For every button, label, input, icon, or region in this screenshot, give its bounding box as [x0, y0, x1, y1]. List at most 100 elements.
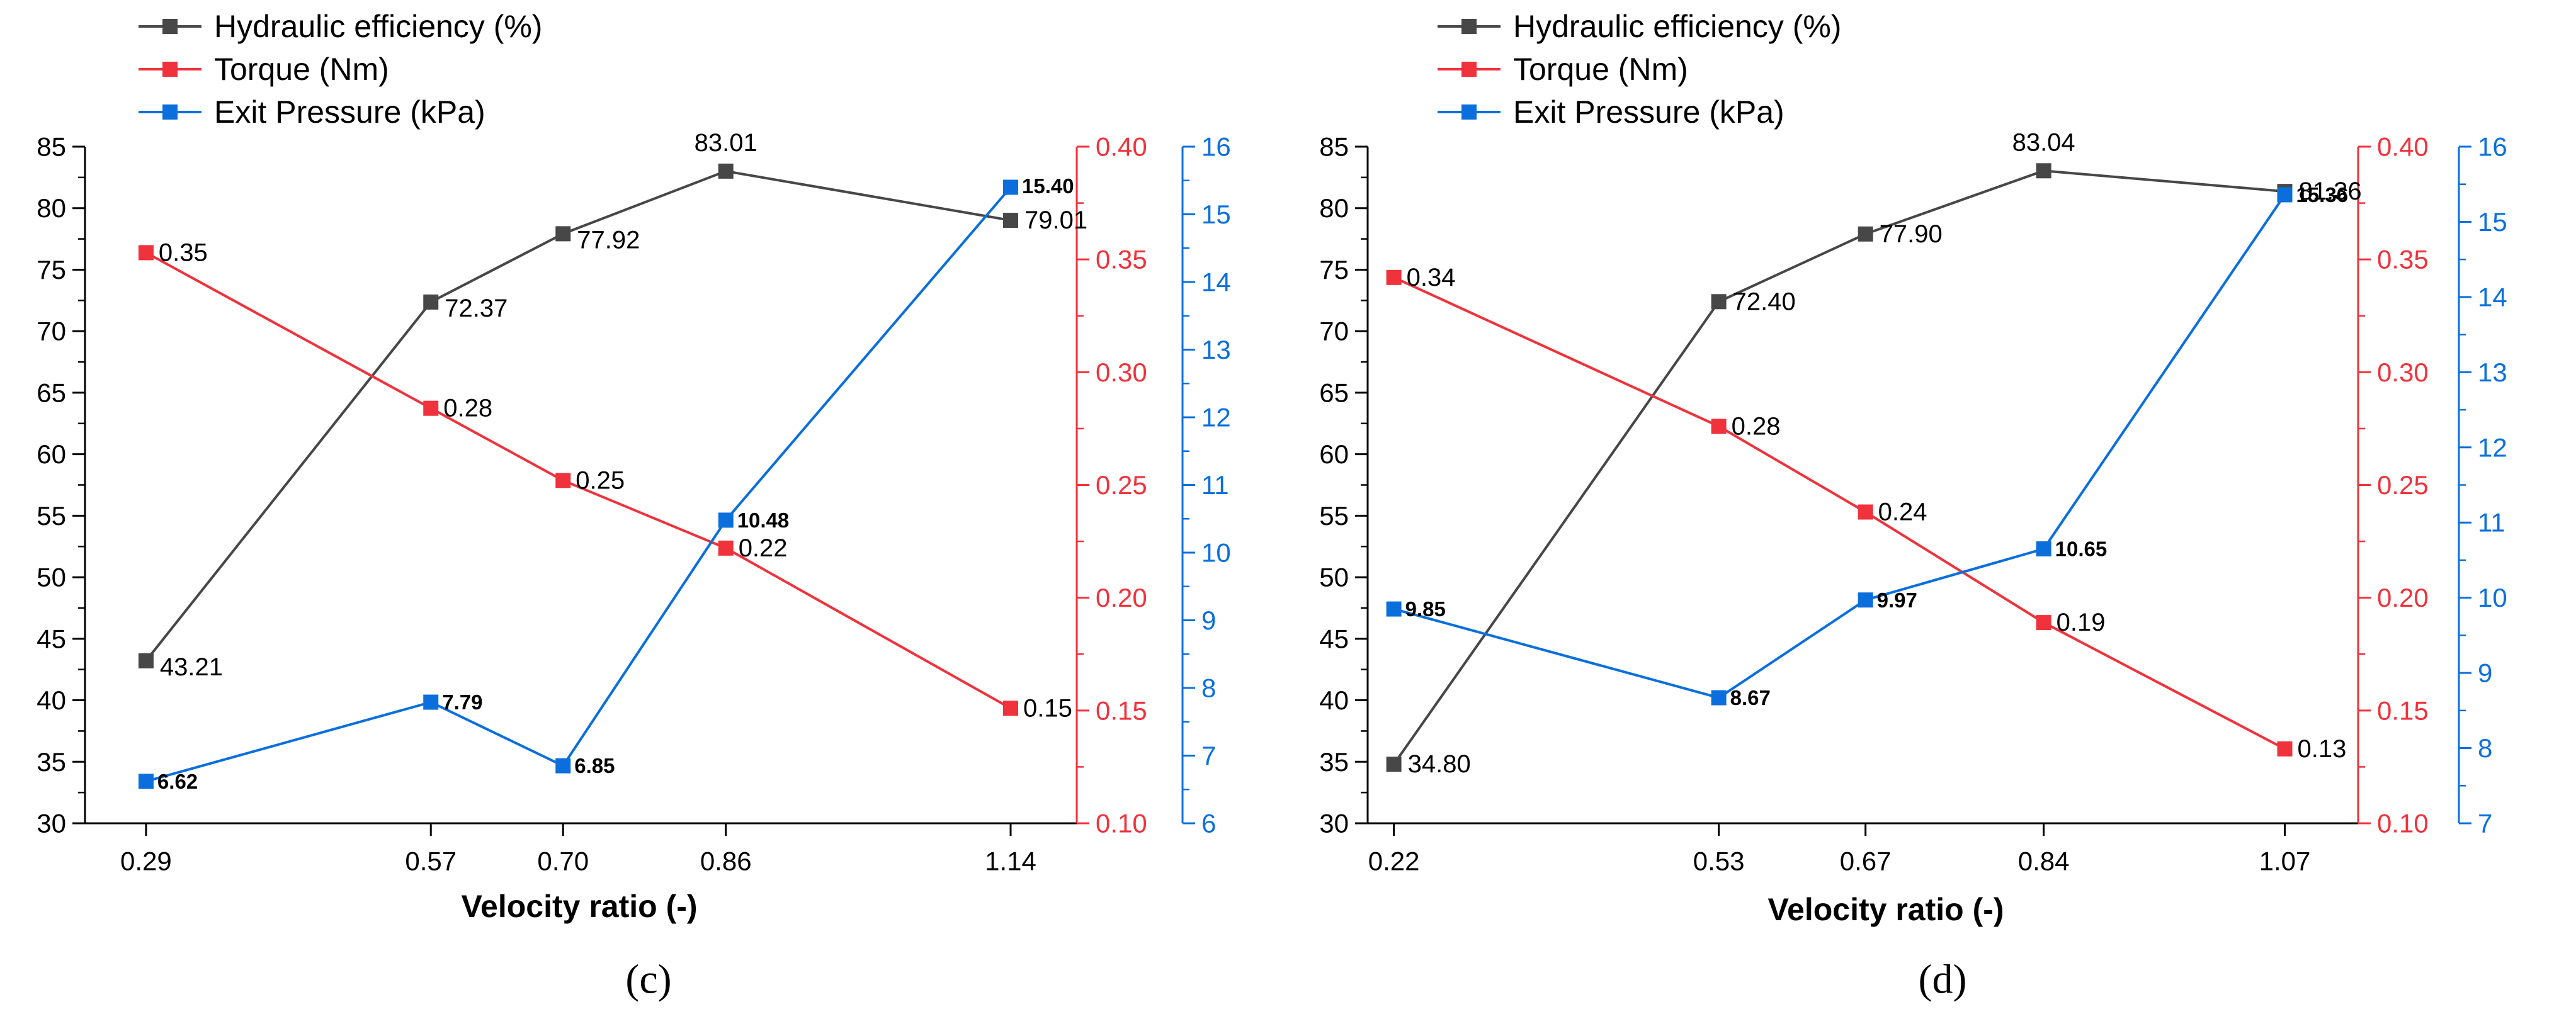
data-point-marker: [1386, 601, 1402, 617]
data-point-marker: [138, 245, 154, 261]
data-point-marker: [1858, 226, 1873, 242]
legend-marker: [1461, 19, 1477, 34]
data-label: 10.65: [2055, 538, 2108, 561]
data-label: 0.22: [739, 534, 788, 562]
panel-label: (c): [625, 957, 671, 1003]
data-label: 81.36: [2298, 177, 2361, 205]
torque-axis-tick-label: 0.30: [1096, 358, 1147, 387]
data-point-marker: [1858, 592, 1873, 608]
torque-axis-tick-label: 0.40: [1096, 132, 1147, 162]
pressure-axis-tick-label: 7: [1201, 741, 1216, 770]
pressure-axis-tick-label: 6: [1201, 809, 1216, 838]
data-point-marker: [2277, 187, 2293, 203]
pressure-axis-tick-label: 8: [1201, 673, 1216, 703]
pressure-axis-tick-label: 15: [2478, 207, 2507, 237]
legend-marker: [162, 19, 178, 34]
torque-axis-tick-label: 0.10: [2377, 809, 2429, 838]
data-point-marker: [2036, 615, 2051, 631]
legend-marker: [162, 104, 178, 120]
data-point-marker: [423, 694, 439, 710]
legend-marker: [162, 62, 178, 77]
data-label: 43.21: [160, 653, 223, 681]
efficiency-axis-tick-label: 85: [1319, 132, 1349, 162]
efficiency-axis-tick-label: 60: [37, 439, 66, 469]
efficiency-axis-tick-label: 45: [1319, 624, 1349, 653]
pressure-axis-tick-label: 10: [2478, 583, 2507, 612]
pressure-axis-tick-label: 12: [1201, 403, 1231, 432]
pressure-axis-tick-label: 8: [2478, 733, 2492, 763]
data-point-marker: [555, 226, 571, 242]
efficiency-line: [1392, 169, 2285, 765]
efficiency-axis-tick-label: 75: [1319, 255, 1349, 284]
torque-axis-tick-label: 0.40: [2377, 132, 2429, 162]
data-label: 6.62: [157, 770, 198, 793]
data-label: 72.37: [445, 295, 508, 322]
data-label: 0.24: [1878, 499, 1927, 526]
x-tick-label: 1.14: [985, 847, 1036, 876]
panel-c: 0.29 0.57 0.70 0.86 1.14 Velocity ratio (-) 30…: [37, 9, 1230, 1003]
x-tick-label: 0.53: [1693, 847, 1745, 876]
x-tick-label: 0.57: [405, 847, 457, 876]
data-label: 6.85: [574, 754, 615, 777]
efficiency-axis-tick-label: 40: [1319, 685, 1349, 715]
legend-label: Torque (Nm): [214, 52, 389, 87]
panel-label: (d): [1919, 957, 1967, 1003]
efficiency-axis-tick-label: 60: [1319, 439, 1349, 469]
pressure-axis-tick-label: 11: [1201, 470, 1229, 500]
x-tick-label: 0.84: [2018, 847, 2070, 876]
torque-axis-tick-label: 0.20: [2377, 583, 2429, 612]
data-label: 8.67: [1730, 686, 1771, 709]
pressure-axis-tick-label: 9: [1201, 606, 1216, 635]
data-label: 7.79: [442, 690, 482, 714]
data-point-marker: [718, 163, 734, 179]
data-label: 79.01: [1024, 206, 1087, 234]
data-point-marker: [1003, 701, 1018, 716]
pressure-axis-tick-label: 15: [1201, 200, 1231, 229]
x-axis-title: Velocity ratio (-): [461, 889, 697, 924]
pressure-axis-tick-label: 12: [2478, 432, 2507, 462]
efficiency-axis-tick-label: 40: [37, 685, 66, 715]
x-tick-label: 0.29: [120, 847, 172, 876]
data-point-marker: [423, 294, 439, 310]
efficiency-axis-tick-label: 30: [1319, 809, 1349, 838]
data-point-marker: [1711, 419, 1727, 434]
data-point-marker: [2277, 741, 2293, 757]
data-label: 0.19: [2057, 609, 2106, 636]
efficiency-axis-tick-label: 55: [1319, 501, 1349, 531]
data-label: 83.04: [2012, 128, 2075, 156]
data-label: 0.15: [1023, 694, 1072, 722]
efficiency-axis-tick-label: 80: [37, 193, 66, 223]
efficiency-axis-tick-label: 65: [37, 378, 66, 407]
legend-label: Hydraulic efficiency (%): [214, 9, 542, 44]
legend-label: Exit Pressure (kPa): [1513, 94, 1784, 130]
efficiency-axis-tick-label: 75: [37, 255, 66, 284]
pressure-line: [1393, 194, 2286, 699]
data-point-marker: [555, 758, 571, 774]
efficiency-axis-tick-label: 55: [37, 501, 66, 531]
legend-label: Hydraulic efficiency (%): [1513, 9, 1841, 44]
torque-axis-tick-label: 0.25: [1096, 470, 1147, 500]
pressure-axis-tick-label: 13: [1201, 335, 1231, 364]
data-label: 15.40: [1022, 174, 1074, 198]
torque-axis-tick-label: 0.30: [2377, 358, 2429, 387]
torque-axis-tick-label: 0.35: [1096, 245, 1147, 274]
data-point-marker: [423, 400, 439, 416]
data-point-marker: [138, 774, 154, 789]
pressure-axis-tick-label: 11: [2478, 508, 2505, 538]
efficiency-axis-tick-label: 30: [37, 809, 66, 838]
efficiency-axis-tick-label: 50: [1319, 563, 1349, 592]
data-point-marker: [138, 653, 154, 668]
data-point-marker: [1711, 690, 1727, 706]
legend-label: Exit Pressure (kPa): [214, 94, 485, 130]
data-label: 0.13: [2297, 735, 2346, 763]
legend-marker: [1461, 62, 1477, 77]
torque-line: [1393, 276, 2286, 750]
torque-axis-tick-label: 0.20: [1096, 583, 1147, 612]
data-point-marker: [1386, 757, 1402, 772]
pressure-axis-tick-label: 10: [1201, 538, 1231, 568]
data-label: 0.34: [1407, 264, 1456, 291]
torque-axis-tick-label: 0.10: [1096, 809, 1147, 838]
efficiency-axis-tick-label: 35: [1319, 747, 1349, 777]
data-label: 0.35: [159, 239, 208, 266]
